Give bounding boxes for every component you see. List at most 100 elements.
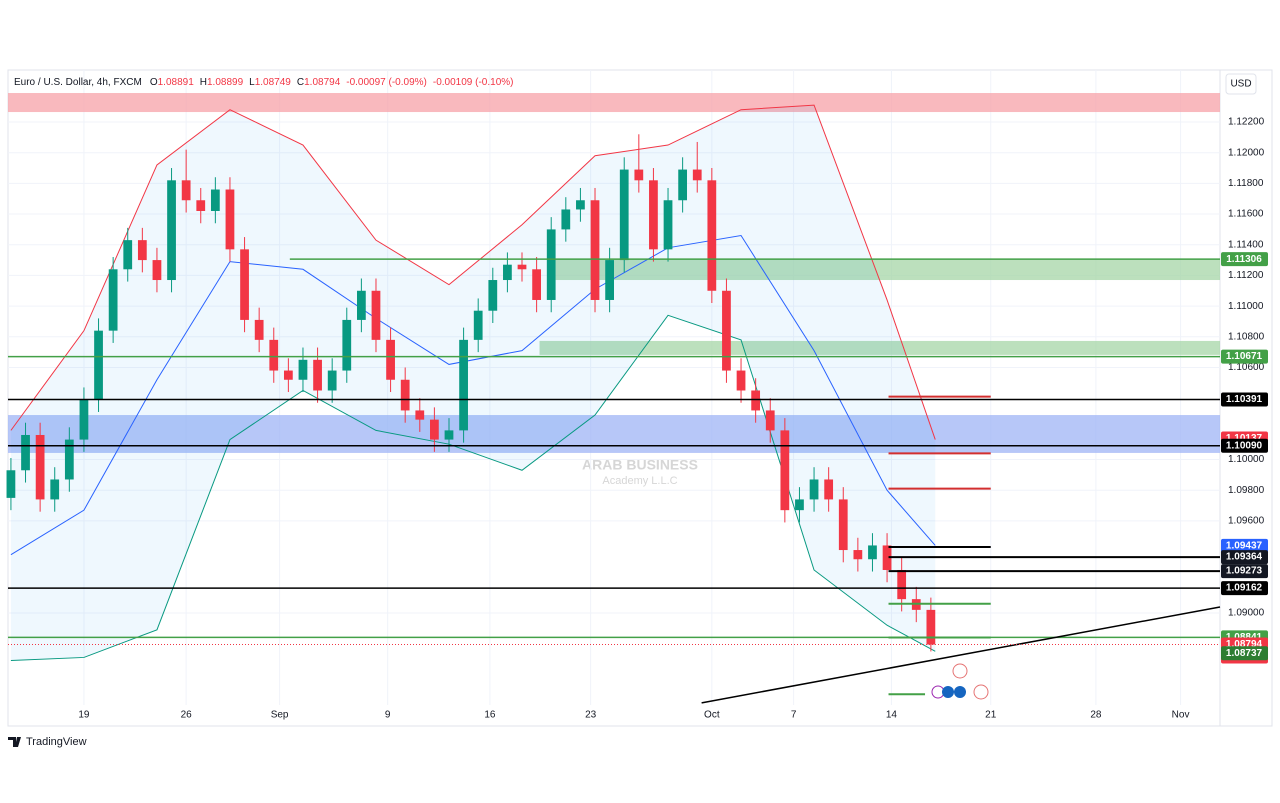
- candle-body: [517, 264, 527, 270]
- candle-body: [459, 339, 468, 431]
- change: -0.00097 (-0.09%): [346, 77, 427, 88]
- ohlc-value: 1.08794: [304, 77, 341, 88]
- candle-body: [707, 180, 717, 291]
- candle-body: [21, 434, 30, 471]
- candle-body: [64, 439, 74, 480]
- x-tick-label: 7: [791, 710, 797, 721]
- watermark: Academy L.L.C: [602, 475, 677, 487]
- band-upper: [10, 104, 936, 440]
- y-tick-label: 1.11000: [1228, 301, 1264, 312]
- candle-body: [503, 264, 512, 281]
- legend-title: Euro / U.S. Dollar, 4h, FXCM: [14, 77, 142, 88]
- candle-body: [35, 434, 45, 500]
- x-tick-label: 28: [1090, 710, 1102, 721]
- ohlc-value: 1.08749: [255, 77, 292, 88]
- candle-body: [882, 545, 892, 570]
- ohlc-key: C: [297, 77, 304, 88]
- candle-body: [415, 410, 425, 420]
- band-lower: [10, 314, 936, 662]
- y-tick-label: 1.10800: [1228, 331, 1265, 342]
- candle-body: [430, 419, 439, 440]
- candle-body: [152, 260, 162, 281]
- brand-logo: [8, 737, 21, 747]
- candle-body: [137, 240, 147, 261]
- price-label-box: [1221, 438, 1268, 453]
- x-tick-label: Nov: [1172, 710, 1190, 721]
- price-label: 1.10090: [1226, 440, 1263, 451]
- ohlc-key: L: [249, 77, 255, 88]
- plot: [6, 70, 1221, 705]
- price-label-box: [1221, 581, 1268, 596]
- candle-body: [123, 240, 133, 270]
- price-label: 1.10391: [1226, 394, 1263, 405]
- candle-body: [400, 379, 410, 411]
- candle-body: [473, 310, 483, 340]
- candle-body: [386, 339, 395, 380]
- candle-body: [590, 200, 600, 300]
- x-tick-label: 14: [886, 710, 898, 721]
- trendline: [701, 606, 1221, 704]
- x-tick-label: 9: [385, 710, 391, 721]
- zone: [555, 259, 1220, 281]
- candle-body: [736, 370, 746, 391]
- price-label: 1.09364: [1226, 552, 1263, 563]
- ohlc-key: O: [150, 77, 158, 88]
- ohlc-key: H: [200, 77, 207, 88]
- candle-body: [240, 249, 249, 320]
- candle-body: [181, 180, 191, 201]
- price-label: 1.09273: [1226, 566, 1263, 577]
- ohlc-value: 1.08891: [158, 77, 195, 88]
- candle-body: [313, 359, 322, 391]
- x-tick-label: 19: [78, 710, 90, 721]
- candle-body: [809, 479, 819, 500]
- candle-body: [692, 169, 702, 181]
- currency-box: [1225, 73, 1257, 95]
- candle-body: [722, 290, 731, 371]
- candle-body: [79, 399, 89, 440]
- event-icons[interactable]: [931, 663, 989, 700]
- price-label: 1.08841: [1226, 632, 1263, 643]
- event-icon[interactable]: [954, 686, 966, 698]
- price-label: 1.09162: [1226, 583, 1263, 594]
- band-middle: [10, 234, 936, 556]
- y-tick-label: 1.09600: [1228, 516, 1265, 527]
- price-label-box: [1221, 646, 1268, 661]
- x-tick-label: Sep: [271, 710, 289, 721]
- watermark: ARAB BUSINESS: [582, 457, 698, 473]
- price-label-box: [1221, 252, 1268, 267]
- candle-body: [6, 470, 16, 498]
- price-label: 1.11306: [1226, 254, 1262, 265]
- price-label: 1.08737: [1226, 648, 1263, 659]
- candle-body: [824, 479, 834, 500]
- y-tick-label: 1.11200: [1228, 270, 1264, 281]
- candle-body: [356, 290, 366, 320]
- zone: [539, 340, 1220, 355]
- x-tick-label: Oct: [704, 710, 720, 721]
- y-tick-label: 1.11600: [1228, 209, 1264, 220]
- candle-body: [283, 370, 293, 380]
- event-icon[interactable]: [973, 684, 989, 700]
- y-tick-label: 1.10000: [1228, 454, 1265, 465]
- price-label-box: [1221, 538, 1268, 553]
- brand: TradingView: [26, 736, 87, 748]
- y-tick-label: 1.11400: [1228, 239, 1264, 250]
- candle-body: [94, 330, 103, 400]
- price-label-box: [1221, 550, 1268, 565]
- frame: [7, 69, 1273, 727]
- candle-body: [765, 410, 775, 431]
- candle-body: [196, 200, 206, 211]
- candle-body: [649, 180, 658, 250]
- candle-body: [853, 550, 863, 560]
- candle-body: [838, 499, 848, 551]
- event-icon[interactable]: [942, 686, 954, 698]
- candle-body: [298, 359, 308, 380]
- candle-body: [619, 169, 629, 261]
- candle-body: [605, 260, 614, 300]
- y-tick-label: 1.09800: [1228, 485, 1265, 496]
- candle-body: [546, 229, 556, 300]
- candle-body: [167, 180, 176, 281]
- candle-body: [795, 499, 804, 511]
- event-icon[interactable]: [952, 663, 968, 679]
- candle-body: [561, 209, 571, 230]
- candle-body: [210, 189, 220, 211]
